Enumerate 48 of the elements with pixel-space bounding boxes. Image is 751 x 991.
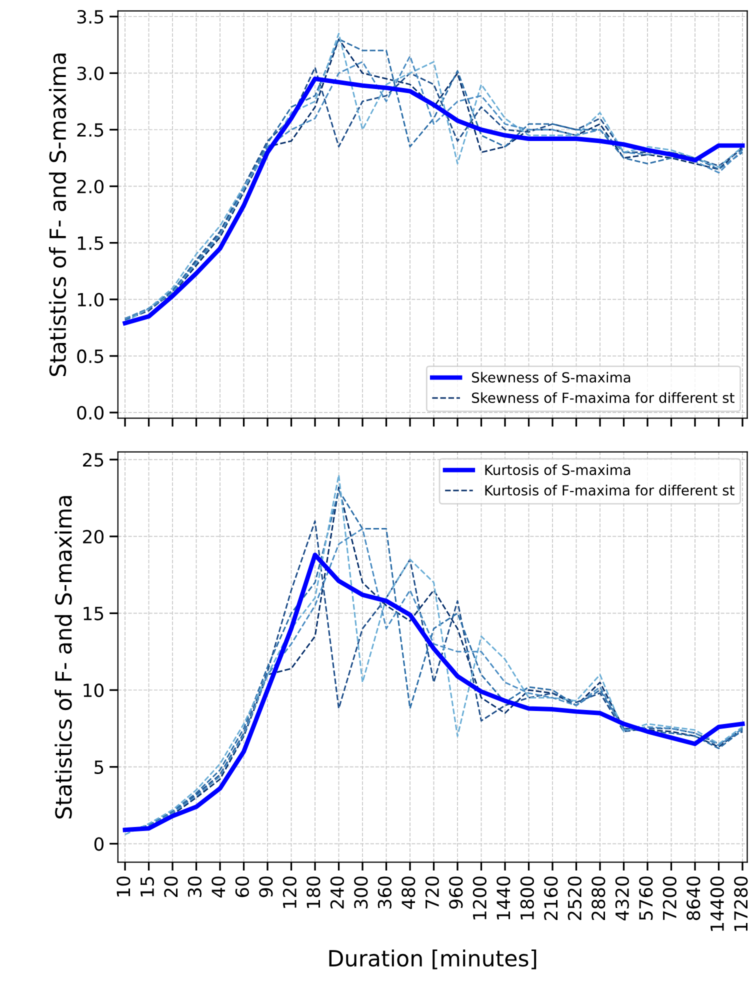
x-tick-label: 120 bbox=[282, 876, 297, 908]
x-tick-label: 14400 bbox=[710, 876, 724, 931]
x-tick-label: 300 bbox=[354, 876, 368, 908]
x-tick-label: 1800 bbox=[520, 876, 534, 920]
x-tick-label: 90 bbox=[259, 876, 273, 898]
y-axis-title: Statistics of F- and S-maxima bbox=[54, 496, 72, 818]
y-tick-label: 20 bbox=[83, 530, 104, 544]
x-axis-title: Duration [minutes] bbox=[329, 949, 536, 970]
x-tick-label: 8640 bbox=[686, 876, 700, 920]
x-tick-label: 10 bbox=[116, 876, 130, 896]
y-tick-label: 1.5 bbox=[78, 236, 104, 250]
x-tick-label: 2520 bbox=[568, 876, 582, 920]
x-tick-label: 4320 bbox=[615, 876, 629, 920]
y-tick-label: 15 bbox=[84, 606, 104, 620]
x-tick-label: 2880 bbox=[592, 876, 606, 920]
x-tick-label: 7200 bbox=[662, 876, 676, 920]
x-tick-label: 5760 bbox=[639, 876, 653, 920]
y-tick-label: 25 bbox=[83, 453, 104, 467]
y-tick-label: 0.5 bbox=[77, 349, 104, 364]
x-tick-label: 60 bbox=[235, 876, 250, 898]
y-tick-label: 2.0 bbox=[77, 180, 104, 194]
x-tick-label: 30 bbox=[188, 876, 202, 897]
y-tick-label: 1.0 bbox=[78, 292, 104, 307]
y-tick-label: 3.0 bbox=[77, 66, 104, 80]
x-tick-label: 40 bbox=[212, 876, 226, 898]
x-tick-label: 240 bbox=[330, 876, 344, 909]
x-tick-label: 720 bbox=[425, 876, 439, 908]
legend-label: Skewness of S-maxima bbox=[472, 372, 630, 383]
y-tick-label: 2.5 bbox=[77, 123, 104, 137]
y-tick-label: 0 bbox=[94, 837, 104, 851]
legend-label: Kurtosis of S-maxima bbox=[485, 464, 630, 476]
y-tick-label: 0.0 bbox=[77, 406, 104, 420]
x-tick-label: 15 bbox=[140, 876, 154, 896]
x-tick-label: 180 bbox=[306, 876, 320, 908]
x-tick-label: 20 bbox=[164, 876, 178, 898]
x-tick-label: 960 bbox=[449, 876, 463, 909]
y-tick-label: 3.5 bbox=[77, 10, 104, 24]
x-tick-label: 1440 bbox=[496, 876, 510, 920]
y-tick-label: 5 bbox=[94, 760, 104, 774]
y-tick-label: 10 bbox=[84, 684, 104, 698]
y-axis-title: Statistics of F- and S-maxima bbox=[48, 54, 66, 376]
x-tick-label: 17280 bbox=[734, 876, 748, 931]
x-tick-label: 1200 bbox=[472, 876, 486, 920]
legend-label: Kurtosis of F-maxima for different st bbox=[485, 484, 734, 496]
legend-label: Skewness of F-maxima for different st bbox=[472, 392, 734, 404]
x-tick-label: 360 bbox=[378, 876, 392, 908]
x-tick-label: 2160 bbox=[544, 876, 558, 920]
x-tick-label: 480 bbox=[402, 876, 416, 909]
